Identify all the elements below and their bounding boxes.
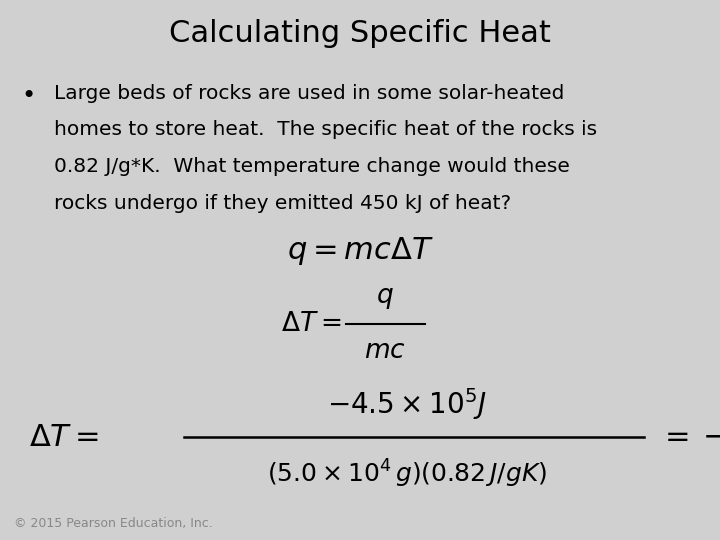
Text: $mc$: $mc$ [364,338,406,364]
Text: $= -11K$: $= -11K$ [659,423,720,452]
Text: Large beds of rocks are used in some solar-heated: Large beds of rocks are used in some sol… [54,84,564,103]
Text: $q$: $q$ [377,285,394,311]
Text: $(5.0\times10^4\,g)(0.82\,J/gK)$: $(5.0\times10^4\,g)(0.82\,J/gK)$ [266,458,547,490]
Text: rocks undergo if they emitted 450 kJ of heat?: rocks undergo if they emitted 450 kJ of … [54,194,511,213]
Text: •: • [22,84,36,107]
Text: 0.82 J/g*K.  What temperature change would these: 0.82 J/g*K. What temperature change woul… [54,157,570,176]
Text: Calculating Specific Heat: Calculating Specific Heat [169,19,551,48]
Text: homes to store heat.  The specific heat of the rocks is: homes to store heat. The specific heat o… [54,120,597,139]
Text: $\Delta T =$: $\Delta T =$ [29,423,99,452]
Text: © 2015 Pearson Education, Inc.: © 2015 Pearson Education, Inc. [14,517,213,530]
Text: $-4.5\times10^5 J$: $-4.5\times10^5 J$ [327,386,487,422]
Text: $q = mc\Delta T$: $q = mc\Delta T$ [287,235,433,267]
Text: $\Delta T =$: $\Delta T =$ [282,311,342,337]
